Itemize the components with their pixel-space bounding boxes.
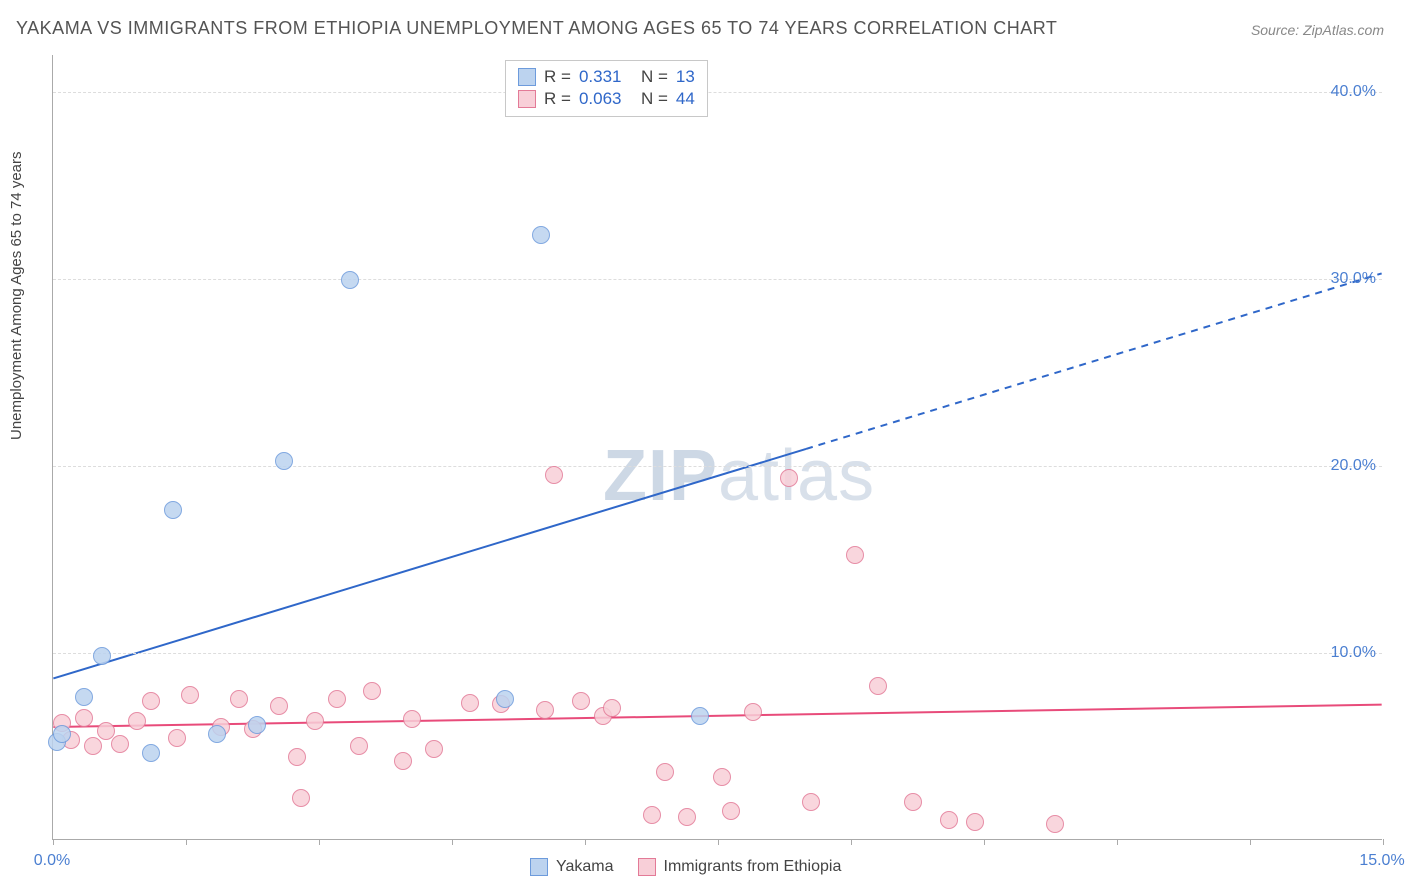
x-tick: [53, 839, 54, 845]
r-value: 0.331: [579, 66, 633, 88]
x-tick-label: 15.0%: [1359, 852, 1404, 870]
data-point: [93, 647, 111, 665]
legend-stats-row: R = 0.063 N = 44: [518, 88, 695, 110]
x-tick: [984, 839, 985, 845]
data-point: [403, 710, 421, 728]
data-point: [656, 763, 674, 781]
data-point: [643, 806, 661, 824]
plot-area: ZIPatlas 10.0% 20.0% 30.0% 40.0%: [52, 55, 1382, 840]
data-point: [846, 546, 864, 564]
swatch-icon: [638, 858, 656, 876]
x-tick-label: 0.0%: [34, 852, 70, 870]
data-point: [341, 271, 359, 289]
data-point: [350, 737, 368, 755]
data-point: [904, 793, 922, 811]
data-point: [713, 768, 731, 786]
data-point: [275, 452, 293, 470]
source-attribution: Source: ZipAtlas.com: [1251, 22, 1384, 38]
data-point: [363, 682, 381, 700]
r-value: 0.063: [579, 88, 633, 110]
n-label: N =: [641, 66, 668, 88]
y-tick-label: 30.0%: [1331, 270, 1376, 288]
legend-label: Immigrants from Ethiopia: [664, 858, 842, 876]
chart-title: YAKAMA VS IMMIGRANTS FROM ETHIOPIA UNEMP…: [16, 18, 1057, 39]
data-point: [425, 740, 443, 758]
data-point: [288, 748, 306, 766]
gridline: [53, 279, 1382, 280]
data-point: [164, 501, 182, 519]
data-point: [53, 725, 71, 743]
data-point: [966, 813, 984, 831]
gridline: [53, 92, 1382, 93]
x-tick: [186, 839, 187, 845]
data-point: [722, 802, 740, 820]
legend-item-yakama: Yakama: [530, 858, 614, 876]
data-point: [208, 725, 226, 743]
data-point: [678, 808, 696, 826]
data-point: [142, 744, 160, 762]
y-tick-label: 40.0%: [1331, 83, 1376, 101]
data-point: [75, 688, 93, 706]
data-point: [292, 789, 310, 807]
x-tick: [1383, 839, 1384, 845]
x-tick: [585, 839, 586, 845]
data-point: [603, 699, 621, 717]
data-point: [1046, 815, 1064, 833]
data-point: [248, 716, 266, 734]
data-point: [75, 709, 93, 727]
gridline: [53, 653, 1382, 654]
data-point: [84, 737, 102, 755]
legend-stats-box: R = 0.331 N = 13 R = 0.063 N = 44: [505, 60, 708, 117]
legend-item-ethiopia: Immigrants from Ethiopia: [638, 858, 842, 876]
legend-label: Yakama: [556, 858, 614, 876]
y-axis-label: Unemployment Among Ages 65 to 74 years: [8, 151, 25, 440]
legend-stats-row: R = 0.331 N = 13: [518, 66, 695, 88]
y-tick-label: 20.0%: [1331, 457, 1376, 475]
swatch-icon: [518, 68, 536, 86]
data-point: [111, 735, 129, 753]
data-point: [572, 692, 590, 710]
x-tick: [718, 839, 719, 845]
data-point: [168, 729, 186, 747]
gridline: [53, 466, 1382, 467]
data-point: [270, 697, 288, 715]
data-point: [128, 712, 146, 730]
watermark-zip: ZIP: [603, 436, 718, 516]
n-value: 44: [676, 88, 695, 110]
data-point: [306, 712, 324, 730]
r-label: R =: [544, 66, 571, 88]
x-tick: [319, 839, 320, 845]
data-point: [461, 694, 479, 712]
data-point: [802, 793, 820, 811]
data-point: [940, 811, 958, 829]
data-point: [536, 701, 554, 719]
n-label: N =: [641, 88, 668, 110]
data-point: [230, 690, 248, 708]
data-point: [328, 690, 346, 708]
data-point: [691, 707, 709, 725]
data-point: [532, 226, 550, 244]
data-point: [181, 686, 199, 704]
data-point: [780, 469, 798, 487]
data-point: [869, 677, 887, 695]
data-point: [496, 690, 514, 708]
r-label: R =: [544, 88, 571, 110]
swatch-icon: [518, 90, 536, 108]
data-point: [394, 752, 412, 770]
n-value: 13: [676, 66, 695, 88]
swatch-icon: [530, 858, 548, 876]
x-tick: [851, 839, 852, 845]
data-point: [142, 692, 160, 710]
x-tick: [1117, 839, 1118, 845]
y-tick-label: 10.0%: [1331, 644, 1376, 662]
data-point: [744, 703, 762, 721]
x-tick: [1250, 839, 1251, 845]
x-tick: [452, 839, 453, 845]
data-point: [545, 466, 563, 484]
watermark: ZIPatlas: [603, 435, 875, 517]
legend-bottom: Yakama Immigrants from Ethiopia: [530, 858, 841, 876]
